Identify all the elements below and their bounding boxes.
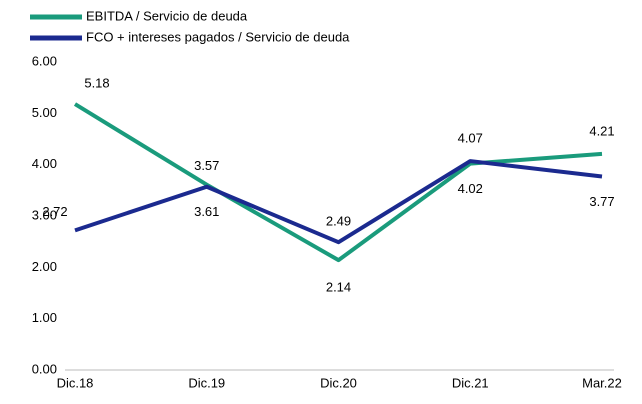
- data-label: 3.57: [194, 158, 219, 173]
- x-tick-label: Mar.22: [582, 375, 622, 390]
- data-label: 5.18: [84, 76, 109, 91]
- y-tick-label: 3.00: [32, 207, 57, 222]
- data-label: 3.77: [589, 194, 614, 209]
- x-tick-label: Dic.20: [320, 375, 357, 390]
- legend-label: FCO + intereses pagados / Servicio de de…: [86, 29, 350, 44]
- data-label: 2.72: [42, 204, 67, 219]
- y-tick-label: 5.00: [32, 105, 57, 120]
- y-tick-label: 2.00: [32, 259, 57, 274]
- data-label: 2.49: [326, 214, 351, 229]
- x-tick-label: Dic.21: [452, 375, 489, 390]
- series-line: [74, 159, 603, 245]
- data-label: 4.21: [589, 123, 614, 138]
- y-tick-label: 6.00: [32, 53, 57, 68]
- data-label: 3.61: [194, 204, 219, 219]
- legend-label: EBITDA / Servicio de deuda: [86, 8, 248, 23]
- y-tick-label: 1.00: [32, 310, 57, 325]
- data-label: 4.02: [458, 181, 483, 196]
- series-line: [73, 102, 603, 263]
- x-tick-label: Dic.18: [57, 375, 94, 390]
- data-label: 2.14: [326, 280, 351, 295]
- y-tick-label: 0.00: [32, 361, 57, 376]
- x-tick-label: Dic.19: [188, 375, 225, 390]
- data-label: 4.07: [458, 131, 483, 146]
- y-tick-label: 4.00: [32, 156, 57, 171]
